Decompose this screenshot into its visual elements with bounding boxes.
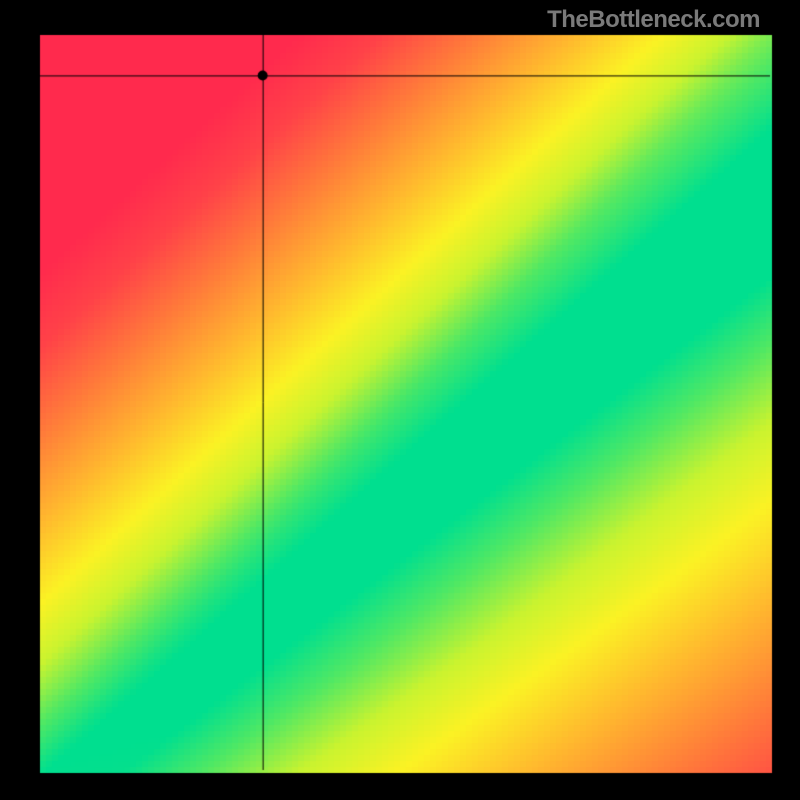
- watermark-text: TheBottleneck.com: [547, 6, 760, 34]
- bottleneck-heatmap: [0, 0, 800, 800]
- chart-container: TheBottleneck.com: [0, 0, 800, 800]
